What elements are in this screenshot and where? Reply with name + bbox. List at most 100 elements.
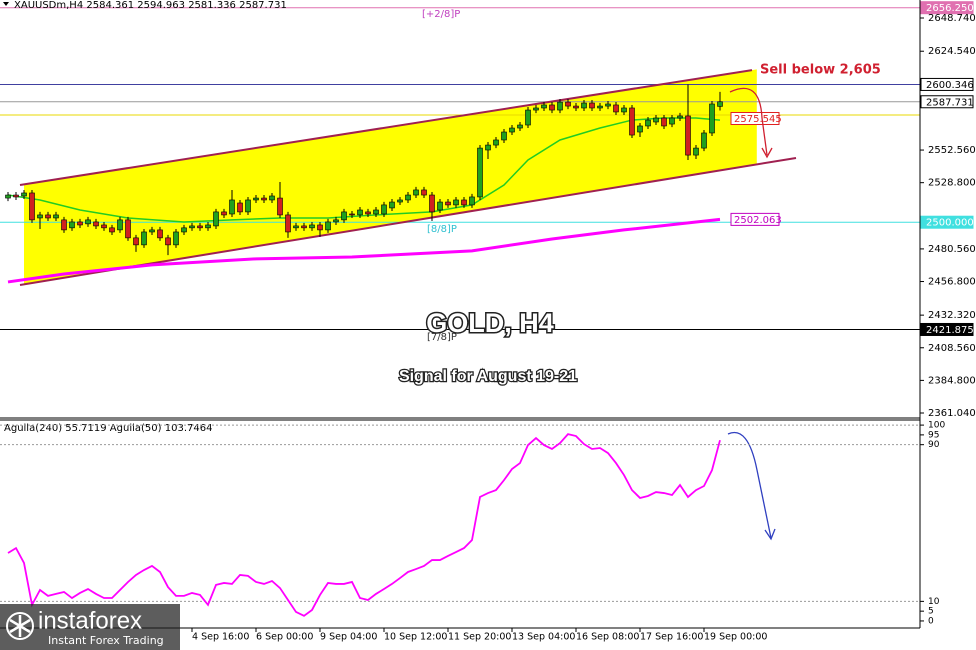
candle-body bbox=[125, 219, 131, 239]
candle-body bbox=[565, 101, 571, 107]
candle-body bbox=[253, 197, 259, 201]
level-label-box bbox=[920, 322, 974, 336]
y-tick-label: 2361.040 bbox=[928, 408, 976, 419]
y-tick-label: 2408.560 bbox=[928, 343, 976, 354]
y-tick-label: 2384.800 bbox=[928, 375, 976, 386]
candle-body bbox=[245, 199, 251, 213]
candle-body bbox=[461, 199, 467, 206]
y-tick-label: 90 bbox=[928, 440, 940, 450]
high: 2594.963 bbox=[137, 0, 185, 11]
candle-body bbox=[485, 144, 491, 151]
candle-body bbox=[45, 214, 51, 219]
candle-body bbox=[589, 102, 595, 109]
candle-body bbox=[709, 103, 715, 134]
candle-body bbox=[61, 219, 67, 231]
candle-body bbox=[53, 214, 59, 219]
candle-body bbox=[581, 102, 587, 109]
candle-body bbox=[141, 231, 147, 246]
candle-body bbox=[381, 204, 387, 215]
y-tick-label: 2432.320 bbox=[928, 310, 976, 321]
moving-average bbox=[7, 217, 721, 284]
candle-body bbox=[573, 105, 579, 109]
level-label: 2587.731 bbox=[926, 97, 974, 108]
candle-body bbox=[653, 117, 659, 123]
price-label-box bbox=[730, 212, 780, 226]
candle-body bbox=[221, 211, 227, 216]
level-label: 2600.346 bbox=[926, 80, 974, 91]
candle-body bbox=[229, 199, 235, 215]
x-tick-label: 13 Sep 04:00 bbox=[512, 632, 575, 643]
candle-body bbox=[429, 194, 435, 213]
indicator-header: Aguila(240) 55.7119 Aguila(50) 103.7464 bbox=[4, 423, 212, 434]
candle-body bbox=[117, 219, 123, 231]
symbol: XAUUSDm,H4 bbox=[14, 0, 83, 11]
candle-body bbox=[205, 224, 211, 229]
candle-body bbox=[173, 231, 179, 246]
candle-body bbox=[677, 115, 683, 119]
x-tick-label: 9 Sep 04:00 bbox=[320, 632, 377, 643]
x-tick-label: 11 Sep 20:00 bbox=[448, 632, 511, 643]
candle-body bbox=[693, 147, 699, 156]
y-tick-label: 0 bbox=[928, 616, 934, 626]
candle-body bbox=[509, 127, 515, 133]
y-tick-label: 2552.560 bbox=[928, 145, 976, 156]
candle-body bbox=[661, 117, 667, 127]
y-tick-label: 10 bbox=[928, 597, 940, 607]
candle-body bbox=[517, 124, 523, 129]
candle-body bbox=[357, 209, 363, 216]
level-label: 2500.000 bbox=[926, 218, 974, 229]
x-tick-label: 17 Sep 16:00 bbox=[640, 632, 703, 643]
sell-arrow bbox=[729, 87, 768, 156]
y-tick-label: 2480.560 bbox=[928, 244, 976, 255]
x-tick-label: 16 Sep 08:00 bbox=[576, 632, 639, 643]
candle-body bbox=[309, 224, 315, 229]
level-label-box bbox=[920, 1, 974, 15]
murray-label: [+2/8]P bbox=[422, 9, 460, 20]
candle-body bbox=[69, 221, 75, 229]
candle-body bbox=[133, 237, 139, 246]
candle-body bbox=[21, 192, 27, 197]
candle-body bbox=[349, 213, 355, 216]
candle-body bbox=[301, 225, 307, 229]
candle-body bbox=[637, 125, 643, 133]
candle-body bbox=[317, 224, 323, 231]
price-panel: 2575.545 2502.063 bbox=[0, 7, 920, 330]
price-label: 2502.063 bbox=[734, 215, 782, 226]
arrow-head bbox=[764, 528, 776, 541]
header-icon bbox=[3, 2, 9, 6]
murray-label: [8/8]P bbox=[427, 224, 457, 235]
candle-body bbox=[469, 196, 475, 206]
candle-body bbox=[717, 101, 723, 107]
candle-body bbox=[325, 221, 331, 231]
indicator-line bbox=[7, 433, 721, 617]
candle-body bbox=[269, 195, 275, 201]
candle-body bbox=[413, 189, 419, 196]
price-label-box bbox=[730, 111, 780, 125]
candle-body bbox=[85, 219, 91, 225]
candle-body bbox=[445, 201, 451, 206]
candle-body bbox=[645, 119, 651, 127]
level-label-box bbox=[920, 77, 974, 91]
candle-body bbox=[421, 189, 427, 196]
candle-body bbox=[157, 229, 163, 239]
logo-icon bbox=[9, 615, 31, 637]
candle-body bbox=[397, 199, 403, 203]
candle-body bbox=[621, 107, 627, 113]
level-label-box bbox=[920, 95, 974, 109]
chart-title: GOLD, H4 bbox=[426, 308, 554, 338]
candle-body bbox=[405, 194, 411, 201]
price-label: 2575.545 bbox=[734, 114, 782, 125]
candle-body bbox=[285, 214, 291, 233]
candle-body bbox=[525, 109, 531, 126]
channel-fill bbox=[24, 69, 757, 285]
candle-body bbox=[701, 132, 707, 149]
y-tick-label: 2456.800 bbox=[928, 277, 976, 288]
candle-body bbox=[341, 211, 347, 221]
candle-body bbox=[189, 225, 195, 229]
channel-line bbox=[19, 69, 753, 186]
candle-body bbox=[293, 225, 299, 229]
candle-body bbox=[101, 224, 107, 229]
symbol-header: XAUUSDm,H4 2584.361 2594.963 2581.336 25… bbox=[14, 0, 287, 11]
level-label: 2421.875 bbox=[926, 325, 974, 336]
